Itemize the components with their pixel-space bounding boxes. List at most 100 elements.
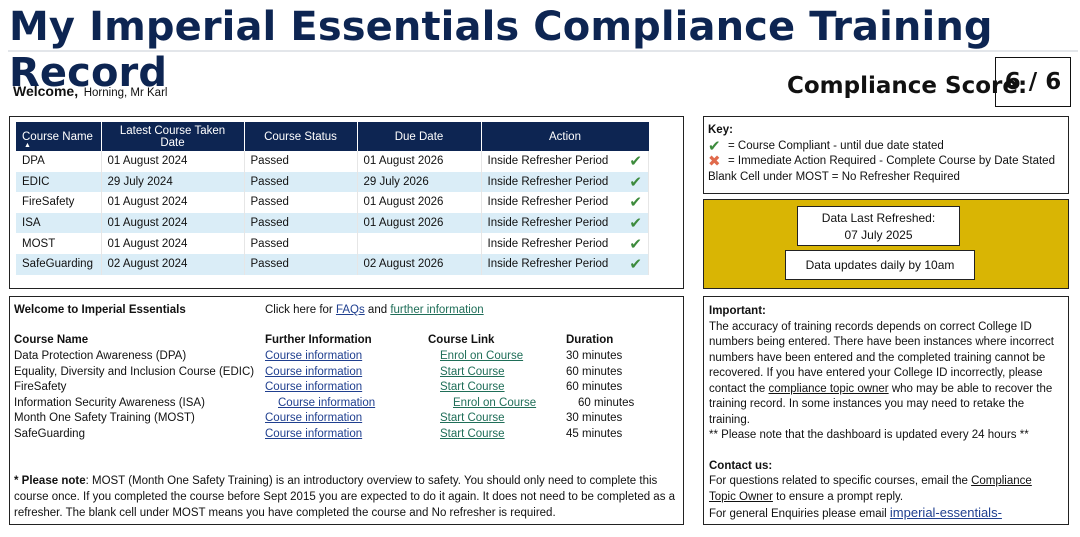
col-course-link-heading: Course Link <box>428 334 495 346</box>
cell-taken-date: 02 August 2024 <box>101 253 245 275</box>
page-title: My Imperial Essentials Compliance Traini… <box>9 4 993 96</box>
table-row: FireSafety 01 August 2024 Passed 01 August … <box>16 192 649 213</box>
key-panel: Key: ✔ = Course Compliant - until due da… <box>703 116 1069 194</box>
course-link[interactable]: Start Course <box>440 427 505 440</box>
course-information-link[interactable]: Course information <box>265 350 363 362</box>
course-name: Data Protection Awareness (DPA) <box>14 350 187 362</box>
training-records-table: Course Name ▲ Latest Course Taken Date C… <box>16 122 650 275</box>
check-icon: ✔ <box>629 153 642 171</box>
course-link[interactable]: Start Course <box>440 412 505 424</box>
contact-heading: Contact us: <box>709 459 773 472</box>
action-text: Inside Refresher Period <box>487 155 609 168</box>
action-text: Inside Refresher Period <box>487 237 609 250</box>
check-icon: ✔ <box>629 256 642 274</box>
col-header-latest-date[interactable]: Latest Course Taken Date <box>101 122 245 151</box>
col-header-action[interactable]: Action <box>481 122 650 151</box>
cell-action: Inside Refresher Period ✔ <box>481 212 649 234</box>
cell-status: Passed <box>244 253 358 275</box>
course-information-link[interactable]: Course information <box>278 396 376 409</box>
update-schedule-note: Data updates daily by 10am <box>785 250 975 280</box>
key-action-text: = Immediate Action Required - Complete C… <box>728 155 1055 167</box>
course-information-link[interactable]: Course information <box>265 381 363 393</box>
check-icon: ✔ <box>708 137 721 155</box>
course-duration: 30 minutes <box>566 350 623 362</box>
course-information-link[interactable]: Course information <box>265 412 363 424</box>
faqs-link[interactable]: FAQs <box>335 304 365 316</box>
important-heading: Important: <box>709 305 766 317</box>
check-icon: ✔ <box>629 215 642 233</box>
cell-taken-date: 29 July 2024 <box>101 171 245 193</box>
course-duration: 45 minutes <box>566 427 623 440</box>
cell-taken-date: 01 August 2024 <box>101 151 245 172</box>
course-name: FireSafety <box>14 381 67 393</box>
cell-action: Inside Refresher Period ✔ <box>481 171 649 193</box>
course-information-link[interactable]: Course information <box>265 427 363 440</box>
table-row: MOST 01 August 2024 Passed Inside Refresher… <box>16 233 649 254</box>
cell-status: Passed <box>244 192 358 213</box>
cell-due-date: 29 July 2026 <box>357 171 482 193</box>
sort-ascending-icon[interactable]: ▲ <box>24 142 31 149</box>
course-duration: 60 minutes <box>578 396 635 409</box>
compliance-score-value: 6 / 6 <box>995 57 1071 107</box>
general-enquiries-text: For general Enquiries please email imper… <box>709 505 1002 520</box>
course-information-link[interactable]: Course information <box>265 365 363 378</box>
col-header-course-status[interactable]: Course Status <box>244 122 358 151</box>
course-name: Equality, Diversity and Inclusion Course… <box>14 365 255 378</box>
col-course-name-heading: Course Name <box>14 334 89 346</box>
welcome-text: Welcome, Horning, Mr Karl <box>13 83 167 99</box>
course-link[interactable]: Enrol on Course <box>453 396 537 409</box>
cell-due-date: 01 August 2026 <box>357 192 482 213</box>
cell-course-name: MOST <box>16 233 102 254</box>
cell-status: Passed <box>244 171 358 193</box>
last-refreshed-date: 07 July 2025 <box>844 228 913 242</box>
cell-course-name: FireSafety <box>16 192 102 213</box>
cell-course-name: DPA <box>16 151 102 172</box>
cross-icon: ✖ <box>708 153 721 170</box>
course-name: Month One Safety Training (MOST) <box>14 412 195 424</box>
check-icon: ✔ <box>629 173 642 191</box>
cell-status: Passed <box>244 151 358 172</box>
course-duration: 60 minutes <box>566 381 623 393</box>
cell-due-date <box>357 233 482 254</box>
last-refreshed-box: Data Last Refreshed: 07 July 2025 <box>797 206 960 246</box>
cell-action: Inside Refresher Period ✔ <box>482 192 649 213</box>
table-row: SafeGuarding 02 August 2024 Passed 02 Augus… <box>16 253 649 275</box>
cell-status: Passed <box>244 233 358 254</box>
cell-taken-date: 01 August 2024 <box>101 192 245 213</box>
contact-text: For questions related to specific course… <box>709 475 1032 503</box>
course-link[interactable]: Start Course <box>440 365 505 378</box>
course-name: SafeGuarding <box>14 427 85 440</box>
cell-action: Inside Refresher Period ✔ <box>482 233 649 254</box>
cell-action: Inside Refresher Period ✔ <box>481 253 649 275</box>
further-information-link[interactable]: further information <box>390 304 484 316</box>
col-header-due-date[interactable]: Due Date <box>357 122 482 151</box>
welcome-label: Welcome, <box>13 83 79 99</box>
compliance-topic-owner-link[interactable]: compliance topic owner <box>768 382 889 395</box>
col-further-info-heading: Further Information <box>265 334 372 346</box>
course-duration: 60 minutes <box>566 365 623 378</box>
cell-course-name: EDIC <box>16 171 102 193</box>
important-panel: Important: The accuracy of training reco… <box>703 296 1069 525</box>
col-header-course-name[interactable]: Course Name ▲ <box>16 122 102 151</box>
course-link[interactable]: Enrol on Course <box>440 350 524 362</box>
key-blank-cell-text: Blank Cell under MOST = No Refresher Req… <box>708 170 960 183</box>
compliance-score-label: Compliance Score: <box>787 73 1028 99</box>
col-duration-heading: Duration <box>566 334 614 346</box>
cell-due-date: 01 August 2026 <box>357 151 482 172</box>
dashboard-update-note: ** Please note that the dashboard is upd… <box>709 429 1029 441</box>
key-title: Key: <box>708 124 733 136</box>
cell-taken-date: 01 August 2024 <box>101 233 245 254</box>
cell-due-date: 02 August 2026 <box>357 253 482 275</box>
data-refresh-panel: Data Last Refreshed: 07 July 2025 Data u… <box>703 199 1069 289</box>
help-links: Click here for FAQs and further informat… <box>265 304 484 316</box>
table-row: ISA 01 August 2024 Passed 01 August 2026 Ins… <box>16 212 649 234</box>
course-name: Information Security Awareness (ISA) <box>14 396 205 409</box>
action-text: Inside Refresher Period <box>487 258 609 271</box>
cell-action: Inside Refresher Period ✔ <box>482 151 649 172</box>
contact-topic-owner-link[interactable]: Compliance Topic Owner <box>709 475 1032 503</box>
action-text: Inside Refresher Period <box>487 196 609 209</box>
table-row: EDIC 29 July 2024 Passed 29 July 2026 Inside… <box>16 171 649 193</box>
course-link[interactable]: Start Course <box>440 381 505 393</box>
general-enquiries-email-link[interactable]: imperial-essentials- <box>889 505 1002 520</box>
most-note: * Please note: MOST (Month One Safety Tr… <box>14 475 676 519</box>
